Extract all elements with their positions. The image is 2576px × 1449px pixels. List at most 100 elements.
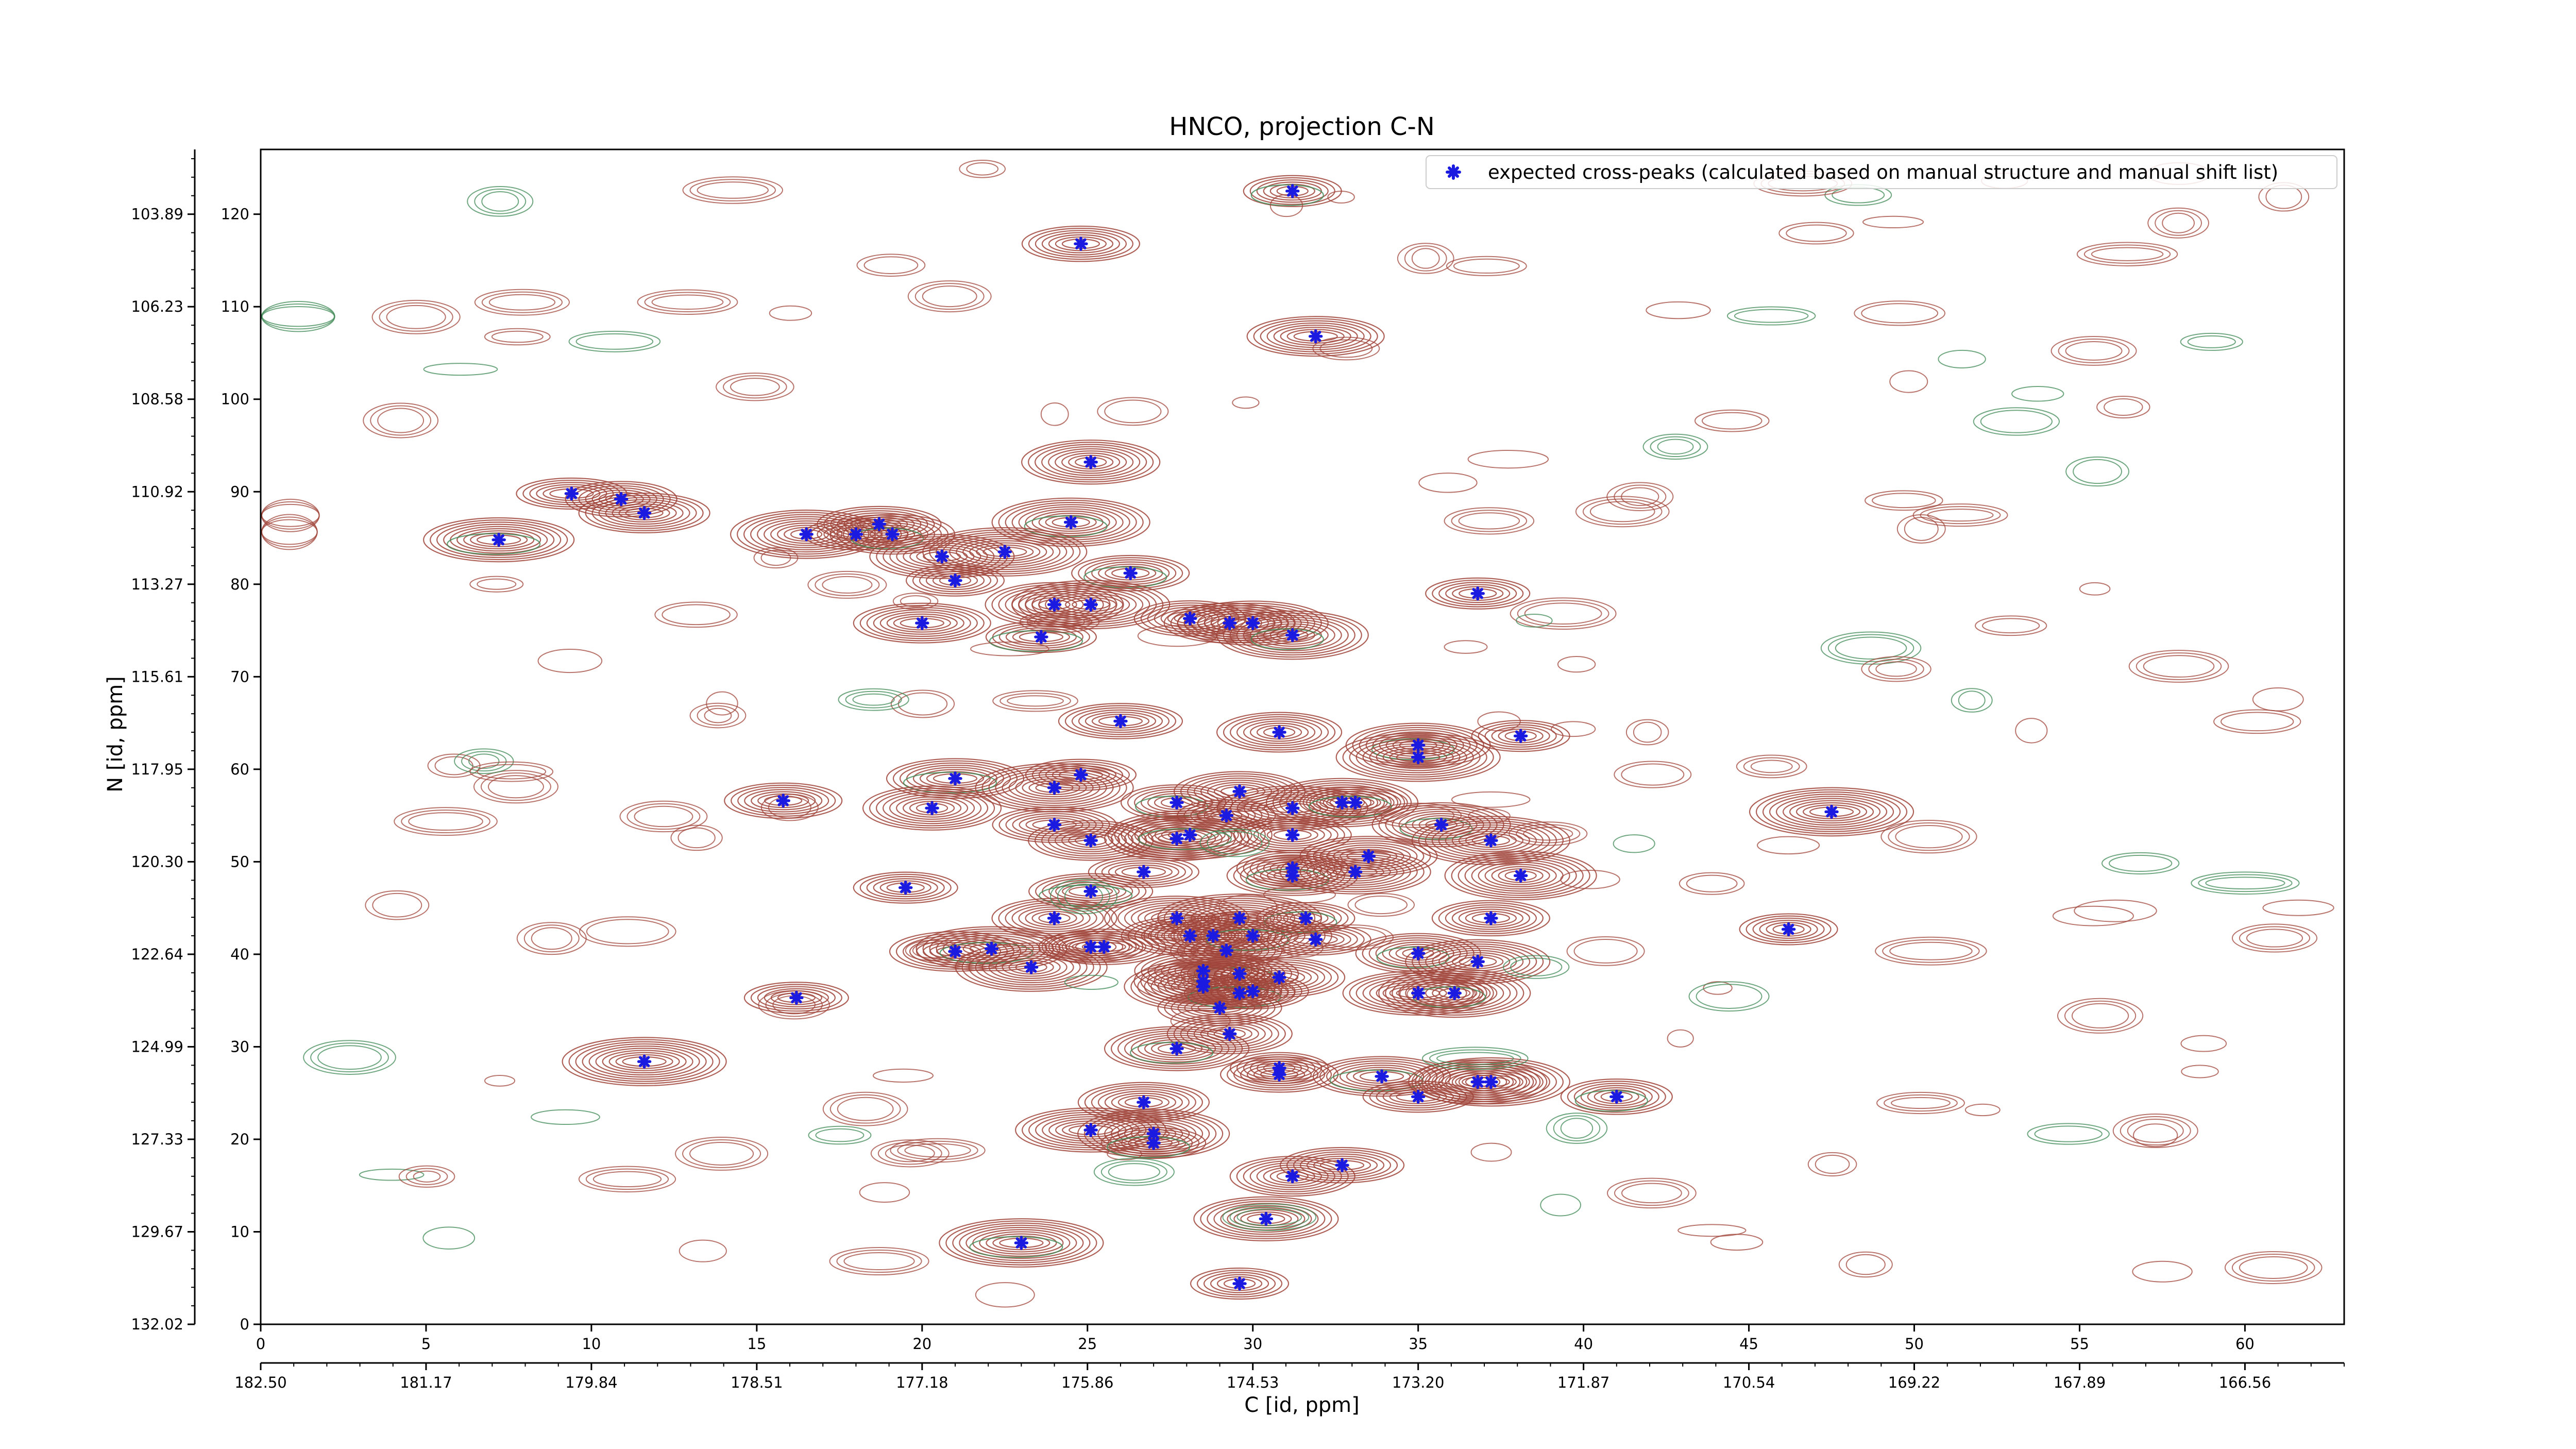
noise-contour [1964,1103,2001,1117]
contour-ring [1458,831,1523,850]
x-tick-label: 40 [1574,1335,1593,1353]
contour-ring [1775,796,1888,828]
noise-contour [1575,496,1670,528]
peak-marker [898,880,913,895]
negative-noise-contour [2101,852,2180,874]
noise-contour [469,576,524,593]
x-ppm-tick-label: 175.86 [1061,1374,1113,1391]
noise-contour [662,604,731,626]
contour-ring [909,937,1002,966]
noise-contour [1904,516,1939,541]
contour-ring [1068,937,1140,957]
noise-contour [1007,695,1064,707]
contour-ring [975,949,1088,986]
noise-contour [1868,659,1924,680]
y-tick-label: 90 [230,483,249,500]
noise-contour [637,289,738,315]
contour-ring [1432,579,1524,608]
contour-ring [1352,724,1484,766]
contour-ring [1285,784,1399,821]
contour-ring [1124,1032,1230,1065]
noise-contour [1468,808,1511,824]
noise-contour [904,1143,971,1158]
contour-ring [1279,1147,1405,1184]
peak-marker [1232,1276,1247,1291]
contour-ring [1411,1057,1570,1107]
contour-ring [1243,619,1342,651]
noise-contour [473,770,558,804]
contour-ring [568,1039,720,1084]
negative-noise-contour [838,688,909,711]
peak-marker [1781,922,1796,937]
contour-ring [764,988,829,1007]
peak-marker [1083,1123,1098,1137]
negative-noise-contour [461,751,507,772]
contour-ring [602,1050,687,1073]
noise-contour [1865,490,1943,511]
negative-noise-contour [1688,981,1770,1012]
y-ppm-tick-label: 127.33 [131,1131,183,1148]
peak-marker [1470,586,1485,601]
contour-ring [588,1046,700,1078]
contour-ring [1249,722,1309,742]
noise-contour [815,573,880,596]
noise-contour [877,1142,942,1165]
peak-marker [1470,1074,1485,1089]
noise-contour [892,593,939,610]
contour-ring [1226,1058,1332,1091]
x-axis: 0 5 10 15 20 25 30 35 40 45 50 55 60 [256,1324,2255,1353]
peak-marker [1196,964,1211,978]
contour-ring [912,566,998,595]
noise-contour [975,1282,1035,1308]
contour-ring [1438,582,1517,605]
negative-noise-contour [467,186,534,217]
contour-ring [456,528,541,552]
noise-contour [1895,824,1963,849]
contour-ring [1442,1070,1514,1094]
contour-ring [1378,968,1531,1018]
peak-marker [1083,884,1098,899]
contour-ring [1229,716,1329,749]
noise-contour [890,1138,986,1163]
negative-noise-contour [815,1128,865,1142]
contour-ring [1223,612,1362,658]
contour-ring [1107,810,1273,860]
negative-noise-contour [1938,349,1986,368]
legend-marker-icon [1446,164,1461,180]
contour-ring [1045,765,1117,785]
noise-contour [966,162,999,176]
noise-contour [970,641,1049,656]
peak-marker [1232,986,1247,1001]
negative-noise-contour [310,1042,389,1072]
contour-ring [1299,856,1411,888]
chart-title: HNCO, projection C-N [1169,112,1435,141]
noise-contour [1646,301,1711,319]
noise-contour [829,1094,901,1124]
negative-noise-contour [2180,332,2243,351]
contour-ring [873,878,938,898]
noise-contour [1523,827,1573,841]
contour-ring [757,986,836,1009]
negative-noise-contour [1734,309,1809,323]
contour-ring [1451,1070,1530,1094]
contour-ring [1266,322,1365,350]
contour-ring [1326,1060,1438,1092]
contour-ring [1216,712,1343,753]
contour-ring [965,1226,1077,1259]
noise-contour [689,1141,754,1166]
peak-marker [1411,750,1426,765]
contour-ring [1005,588,1104,621]
negative-contour-ring [1250,628,1324,650]
contour-ring [991,898,1117,939]
noise-contour [1621,763,1685,786]
noise-contour [365,890,430,920]
contour-ring [1269,906,1342,930]
noise-contour [859,1182,910,1203]
noise-contour [484,328,551,346]
negative-noise-contour [852,693,895,706]
noise-contour [2224,1251,2323,1284]
contour-ring [1236,1158,1349,1195]
noise-contour [2239,926,2311,950]
contour-ring [1745,915,1832,943]
negative-noise-contour [1064,884,1103,909]
